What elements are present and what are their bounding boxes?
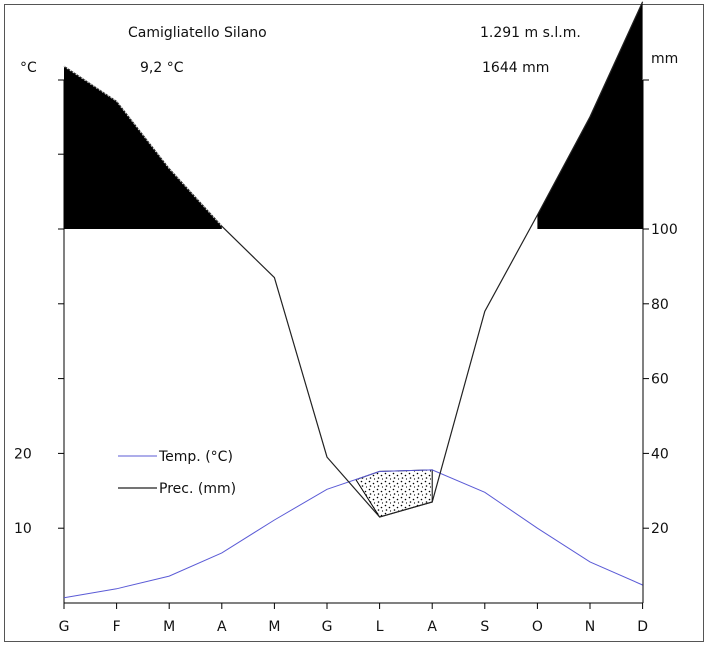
x-tick-label: D (637, 619, 648, 635)
right-tick-label: 60 (651, 372, 669, 388)
precipitation-highlight (63, 65, 223, 227)
altitude: 1.291 m s.l.m. (480, 25, 581, 41)
right-axis-unit: mm (651, 51, 678, 67)
x-tick-label: G (59, 619, 70, 635)
right-tick-label: 80 (651, 297, 669, 313)
left-tick-label: 10 (14, 521, 32, 537)
x-tick-label: O (532, 619, 543, 635)
x-tick-label: M (268, 619, 280, 635)
arid-area (355, 469, 433, 518)
legend-temp-label: Temp. (°C) (158, 449, 233, 465)
x-tick-label: L (376, 619, 384, 635)
x-tick-label: M (163, 619, 175, 635)
x-tick-label: A (427, 619, 437, 635)
x-tick-label: S (480, 619, 489, 635)
right-tick-label: 100 (651, 222, 678, 238)
x-tick-label: G (322, 619, 333, 635)
humid-area-left (64, 66, 222, 229)
annual-precipitation: 1644 mm (482, 60, 549, 76)
precipitation-line (63, 1, 644, 518)
temperature-line (63, 469, 643, 599)
left-axis-unit: °C (20, 60, 37, 76)
x-tick-label: F (113, 619, 121, 635)
legend: Temp. (°C) Prec. (mm) (118, 449, 236, 497)
left-tick-label: 20 (14, 446, 32, 462)
mean-temperature: 9,2 °C (140, 60, 184, 76)
x-tick-label: A (217, 619, 227, 635)
right-tick-label: 40 (651, 446, 669, 462)
right-tick-label: 20 (651, 521, 669, 537)
x-tick-label: N (585, 619, 595, 635)
humid-area-right (537, 1, 643, 229)
axis-labels: GFMAMGLASOND102020406080100300 (14, 222, 678, 635)
legend-prec-label: Prec. (mm) (159, 481, 236, 497)
axis-ticks (58, 79, 649, 609)
station-name: Camigliatello Silano (128, 25, 267, 41)
